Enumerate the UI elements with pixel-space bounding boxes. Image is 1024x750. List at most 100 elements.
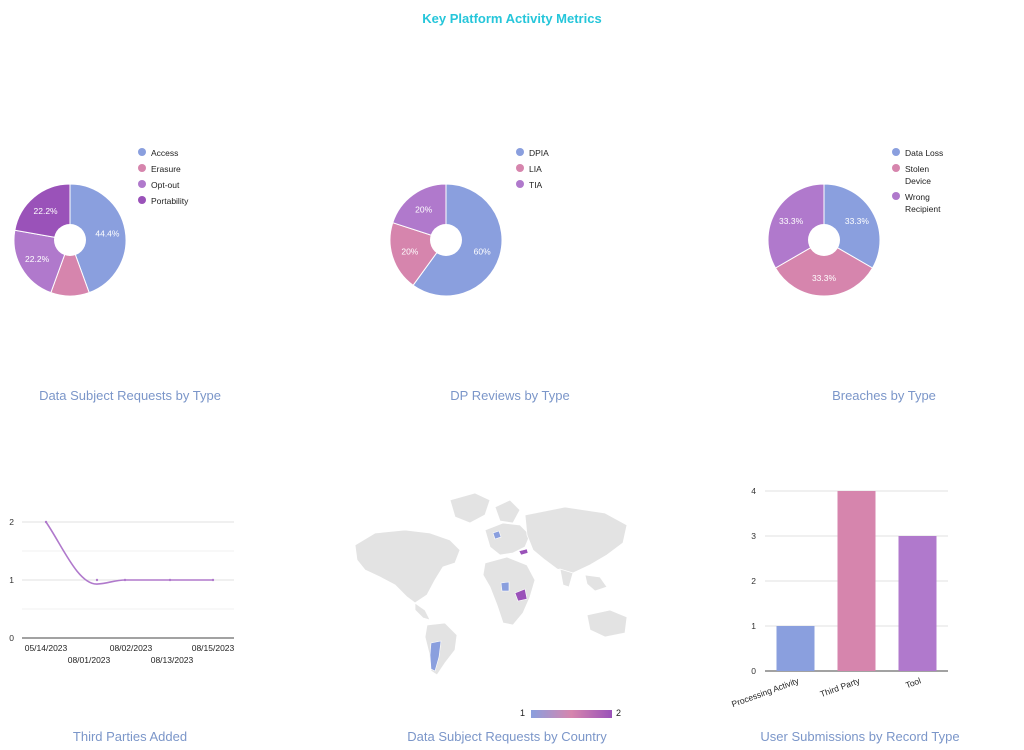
legend-item-data-loss[interactable]: Data Loss — [892, 147, 952, 159]
dp-reviews-legend: DPIA LIA TIA — [516, 147, 596, 195]
legend-label: DPIA — [529, 148, 549, 158]
legend-swatch — [516, 180, 524, 188]
legend-swatch — [138, 148, 146, 156]
x-tick-label: 08/02/2023 — [110, 643, 153, 653]
y-tick-label: 3 — [751, 531, 756, 541]
south-america-landmass — [424, 622, 458, 676]
legend-label: Wrong Recipient — [905, 192, 941, 214]
dp-reviews-panel: 60% 20% 20% DPIA LIA TIA DP Reviews by Type — [380, 130, 640, 420]
southeast-asia-landmass — [584, 574, 608, 592]
legend-item-access[interactable]: Access — [138, 147, 218, 159]
legend-item-dpia[interactable]: DPIA — [516, 147, 596, 159]
legend-swatch — [138, 196, 146, 204]
breaches-pie-chart[interactable]: 33.3% 33.3% 33.3% — [754, 170, 894, 310]
pie-slice-label: 33.3% — [845, 216, 870, 226]
legend-label: Access — [151, 148, 179, 158]
pie-slice-access[interactable] — [69, 183, 127, 294]
third-parties-panel: 0 1 2 05/14/2023 08/02/2023 08/15/2023 08/01/2… — [0, 500, 260, 750]
pie-slice-label: 60% — [474, 247, 491, 257]
bar-tool[interactable] — [898, 536, 937, 671]
legend-item-opt-out[interactable]: Opt-out — [138, 179, 218, 191]
legend-label: Data Loss — [905, 148, 944, 158]
legend-swatch — [516, 148, 524, 156]
legend-item-tia[interactable]: TIA — [516, 179, 596, 191]
x-tick-label: Third Party — [819, 675, 862, 699]
legend-swatch — [138, 164, 146, 172]
x-tick-label: 08/13/2023 — [151, 655, 194, 665]
pie-slice-label: 33.3% — [812, 273, 837, 283]
legend-label: TIA — [529, 180, 543, 190]
world-map[interactable] — [335, 485, 635, 680]
y-tick-label: 4 — [751, 486, 756, 496]
donut-hole — [808, 224, 840, 256]
pie-slice-label: 22.2% — [25, 254, 50, 264]
x-tick-label: 08/01/2023 — [68, 655, 111, 665]
legend-label: Erasure — [151, 164, 181, 174]
x-tick-label: Processing Activity — [730, 675, 801, 709]
legend-item-portability[interactable]: Portability — [138, 195, 218, 207]
greenland-landmass — [449, 492, 491, 524]
north-america-landmass — [354, 529, 461, 604]
dp-reviews-pie-chart[interactable]: 60% 20% 20% — [376, 170, 516, 310]
asia-landmass — [524, 506, 628, 574]
y-tick-label: 1 — [9, 575, 14, 585]
legend-item-wrong-recipient[interactable]: Wrong Recipient — [892, 191, 952, 215]
pie-slice-portability[interactable] — [14, 183, 71, 241]
y-tick-label: 1 — [751, 621, 756, 631]
x-tick-label: 05/14/2023 — [25, 643, 68, 653]
legend-label: Opt-out — [151, 180, 180, 190]
pie-slice-label: 44.4% — [95, 228, 120, 238]
australia-landmass — [586, 609, 628, 638]
legend-swatch — [138, 180, 146, 188]
legend-label: Stolen Device — [905, 164, 931, 186]
donut-hole — [54, 224, 86, 256]
series-line[interactable] — [45, 521, 213, 585]
legend-label: LIA — [529, 164, 542, 174]
central-america-landmass — [414, 602, 431, 621]
donut-hole — [430, 224, 462, 256]
y-tick-label: 2 — [9, 517, 14, 527]
dsr-type-legend: Access Erasure Opt-out Portability — [138, 147, 218, 211]
breaches-caption: Breaches by Type — [832, 388, 936, 403]
country-nigeria-highlight — [500, 581, 510, 592]
submissions-panel: 0 1 2 3 4 Processing Activity Third Party Tool … — [710, 475, 1010, 750]
y-tick-label: 0 — [751, 666, 756, 676]
breaches-legend: Data Loss Stolen Device Wrong Recipient — [892, 147, 952, 219]
pie-slice-stolen-device[interactable] — [774, 239, 874, 297]
pie-slice-tia[interactable] — [392, 183, 447, 241]
pie-slice-label: 22.2% — [34, 206, 59, 216]
legend-item-stolen-device[interactable]: Stolen Device — [892, 163, 952, 187]
country-germany-highlight — [492, 530, 502, 540]
page-title: Key Platform Activity Metrics — [422, 11, 602, 26]
legend-swatch — [516, 164, 524, 172]
legend-item-erasure[interactable]: Erasure — [138, 163, 218, 175]
legend-item-lia[interactable]: LIA — [516, 163, 596, 175]
scandinavia-landmass — [494, 499, 521, 524]
x-tick-label: Tool — [904, 675, 922, 690]
y-tick-label: 0 — [9, 633, 14, 643]
bar-third-party[interactable] — [837, 491, 876, 671]
country-argentina-highlight — [429, 640, 442, 672]
pie-slice-label: 20% — [401, 247, 418, 257]
third-parties-caption: Third Parties Added — [72, 729, 188, 744]
dsr-country-panel: 1 2 Data Subject Requests by Country — [330, 485, 690, 750]
country-turkey-highlight — [518, 548, 529, 556]
map-scale-min: 1 — [520, 708, 526, 718]
data-point[interactable] — [123, 578, 127, 582]
data-point[interactable] — [168, 578, 172, 582]
legend-swatch — [892, 148, 900, 156]
bar-processing-activity[interactable] — [776, 626, 815, 671]
third-parties-line-chart[interactable]: 0 1 2 05/14/2023 08/02/2023 08/15/2023 08/01/2… — [0, 510, 250, 680]
country-kenya-highlight — [514, 588, 528, 602]
x-tick-label: 08/15/2023 — [192, 643, 235, 653]
legend-label: Portability — [151, 196, 189, 206]
pie-slice-label: 33.3% — [779, 216, 804, 226]
dsr-type-pie-chart[interactable]: 44.4% 22.2% 22.2% — [0, 170, 140, 310]
data-point[interactable] — [211, 578, 215, 582]
data-point[interactable] — [44, 520, 48, 524]
data-point[interactable] — [95, 578, 99, 582]
dsr-type-panel: 44.4% 22.2% 22.2% Access Erasure Opt-out Port… — [0, 130, 260, 420]
dsr-type-caption: Data Subject Requests by Type — [39, 388, 221, 403]
map-scale-legend: 1 2 — [520, 707, 630, 721]
submissions-bar-chart[interactable]: 0 1 2 3 4 Processing Activity Third Party Tool — [720, 475, 980, 715]
